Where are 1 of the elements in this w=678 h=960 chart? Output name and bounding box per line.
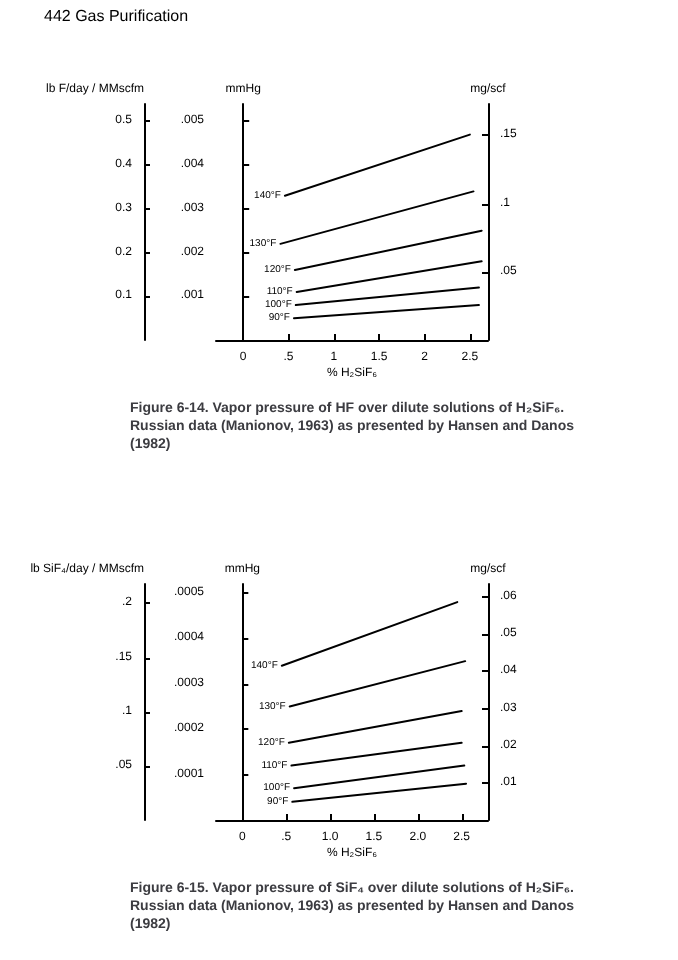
text: 442 Gas Purification bbox=[44, 7, 189, 25]
